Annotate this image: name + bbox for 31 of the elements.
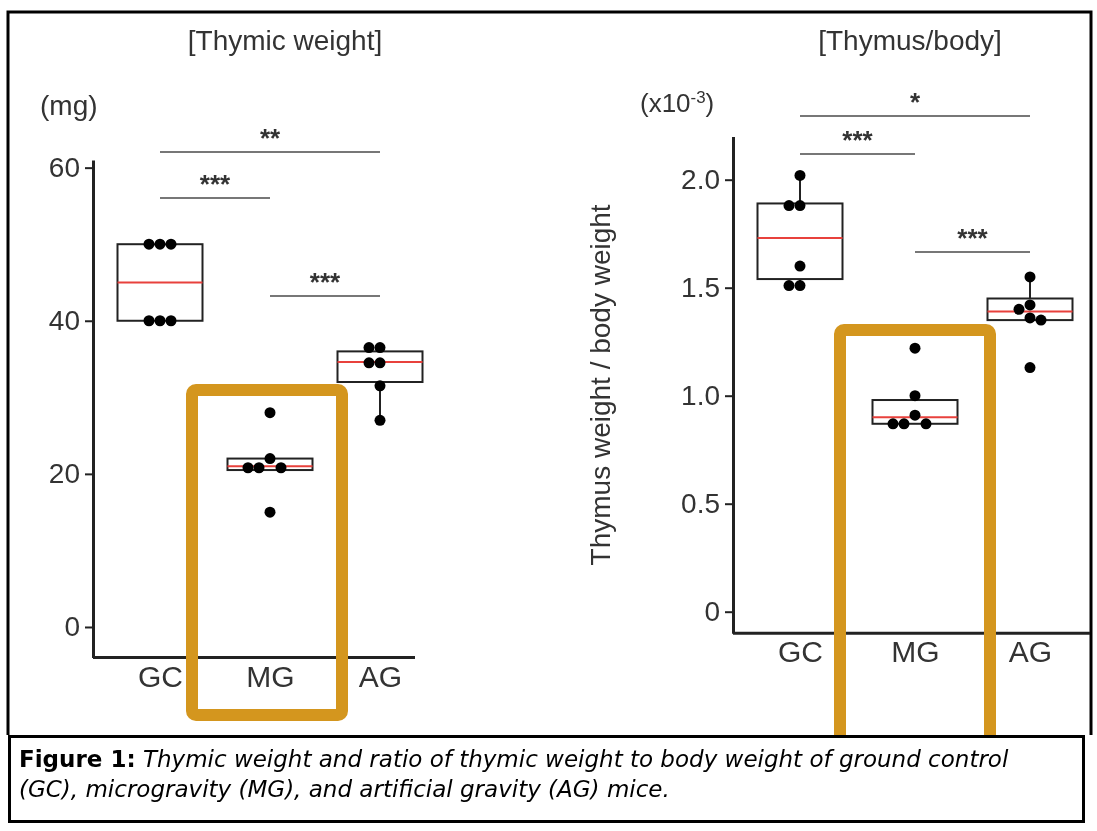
caption: Figure 1: Thymic weight and ratio of thymic weight to body weight of ground control (GC), microgravity (MG), and artificial gravity (AG) mice.	[19, 746, 1009, 802]
y-tick-label: 60	[48, 152, 80, 184]
significance-bracket: ***	[159, 169, 271, 199]
x-tick-label: GC	[778, 635, 823, 669]
y-tick-label: 0	[64, 611, 80, 643]
significance-bracket: ***	[914, 223, 1031, 253]
annotation: ***	[199, 169, 232, 199]
chart-title: [Thymus/body]	[818, 25, 1002, 56]
y-tick-label: 2.0	[681, 164, 720, 196]
y-tick-label: 1.5	[681, 272, 720, 304]
x-tick-label: MG	[891, 635, 940, 669]
text: (x10$^{-3}$)	[640, 87, 715, 118]
y-tick-label: 40	[48, 305, 80, 337]
annotation: ***	[957, 223, 989, 253]
y-axis-title: (mg)	[40, 90, 98, 121]
x-tick-label: GC	[138, 659, 183, 693]
y-axis-title: Thymus weight / body weight	[585, 204, 616, 566]
chart-title: [Thymic weight]	[187, 25, 383, 56]
x-tick-label: AG	[358, 659, 403, 693]
significance-bracket: ***	[799, 125, 916, 155]
y-tick-label: 1.0	[681, 380, 720, 412]
y-tick-label: 20	[48, 458, 80, 490]
annotation: ***	[842, 125, 874, 155]
y-tick-label: 0	[704, 596, 720, 628]
x-tick-label: AG	[1008, 635, 1053, 669]
y-tick-label: 0.5	[681, 488, 720, 520]
x-tick-label: MG	[246, 659, 295, 693]
significance-bracket: *	[799, 87, 1031, 117]
annotation: ***	[309, 267, 342, 297]
significance-bracket: ***	[269, 267, 381, 297]
significance-bracket: **	[159, 123, 381, 153]
